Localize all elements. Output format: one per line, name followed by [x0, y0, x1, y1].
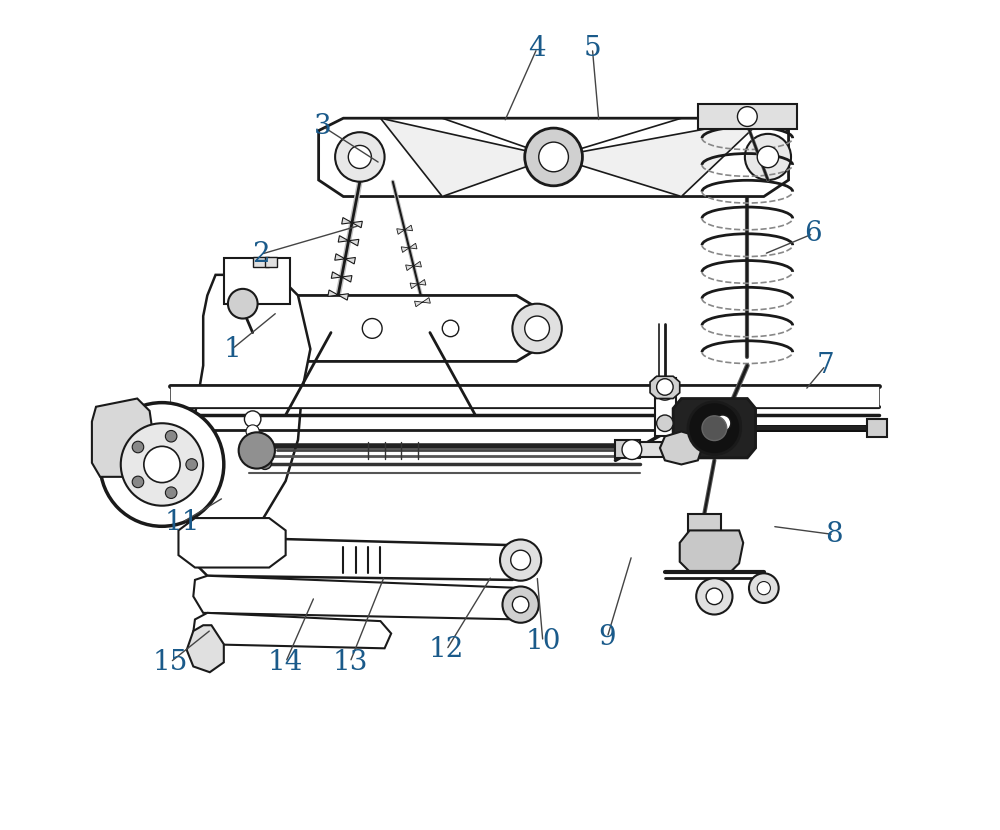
Circle shape	[165, 487, 177, 499]
Circle shape	[657, 415, 673, 432]
Circle shape	[757, 146, 779, 168]
Polygon shape	[193, 613, 391, 648]
Polygon shape	[170, 386, 879, 407]
Circle shape	[622, 440, 642, 460]
Polygon shape	[660, 432, 702, 465]
Bar	[640, 442, 665, 457]
Circle shape	[757, 582, 770, 595]
Circle shape	[132, 476, 144, 488]
Polygon shape	[338, 236, 359, 246]
Polygon shape	[335, 254, 355, 264]
Circle shape	[525, 128, 582, 186]
Polygon shape	[554, 118, 764, 197]
Bar	[224, 258, 290, 304]
Text: 9: 9	[598, 624, 616, 651]
Text: 3: 3	[314, 113, 332, 140]
Bar	[265, 256, 277, 266]
Polygon shape	[673, 398, 756, 458]
Circle shape	[702, 416, 727, 441]
Polygon shape	[680, 530, 743, 572]
Polygon shape	[328, 290, 348, 300]
Circle shape	[442, 320, 459, 337]
Bar	[615, 440, 640, 458]
Polygon shape	[401, 243, 417, 252]
Bar	[655, 378, 676, 436]
Circle shape	[335, 132, 385, 182]
Circle shape	[165, 431, 177, 442]
Circle shape	[246, 425, 259, 438]
Circle shape	[745, 134, 791, 180]
Circle shape	[244, 411, 261, 427]
Circle shape	[539, 142, 568, 172]
Polygon shape	[92, 398, 154, 476]
Text: 8: 8	[825, 521, 843, 548]
Bar	[867, 419, 887, 437]
Polygon shape	[195, 537, 529, 580]
Polygon shape	[406, 261, 421, 271]
Polygon shape	[319, 118, 789, 197]
Circle shape	[500, 540, 541, 581]
Circle shape	[512, 304, 562, 354]
Text: 12: 12	[429, 637, 464, 663]
Polygon shape	[415, 298, 430, 307]
Circle shape	[239, 432, 275, 469]
Polygon shape	[216, 295, 537, 361]
Text: 15: 15	[153, 649, 188, 676]
Polygon shape	[183, 275, 310, 543]
Polygon shape	[178, 518, 286, 568]
Bar	[698, 105, 797, 129]
Text: 4: 4	[528, 35, 546, 61]
Circle shape	[258, 457, 272, 470]
Polygon shape	[410, 280, 426, 289]
Circle shape	[512, 597, 529, 613]
Polygon shape	[397, 225, 413, 234]
Circle shape	[749, 574, 779, 603]
Circle shape	[121, 423, 203, 505]
Text: 11: 11	[165, 509, 200, 535]
Circle shape	[502, 587, 539, 622]
Bar	[688, 514, 721, 539]
Polygon shape	[193, 576, 533, 619]
Text: 13: 13	[332, 649, 368, 676]
Circle shape	[100, 403, 224, 526]
Polygon shape	[380, 118, 554, 197]
Polygon shape	[331, 272, 352, 282]
Circle shape	[186, 459, 197, 471]
Polygon shape	[342, 217, 362, 227]
Circle shape	[132, 442, 144, 453]
Text: 14: 14	[268, 649, 303, 676]
Circle shape	[714, 415, 731, 432]
Text: 2: 2	[252, 241, 270, 268]
Circle shape	[348, 145, 371, 168]
Text: 10: 10	[525, 628, 561, 655]
Circle shape	[525, 316, 549, 341]
Circle shape	[655, 380, 675, 400]
Circle shape	[511, 550, 531, 570]
Text: 5: 5	[584, 35, 601, 61]
Text: 6: 6	[804, 220, 822, 247]
Polygon shape	[187, 625, 224, 672]
Circle shape	[706, 588, 723, 604]
Bar	[253, 256, 269, 266]
Circle shape	[657, 378, 673, 395]
Polygon shape	[650, 376, 680, 398]
Circle shape	[144, 447, 180, 482]
Circle shape	[696, 579, 732, 614]
Circle shape	[688, 402, 741, 455]
Circle shape	[737, 107, 757, 126]
Circle shape	[228, 289, 258, 319]
Text: 7: 7	[817, 352, 835, 379]
Circle shape	[704, 405, 741, 442]
Text: 1: 1	[223, 335, 241, 363]
Circle shape	[362, 319, 382, 339]
